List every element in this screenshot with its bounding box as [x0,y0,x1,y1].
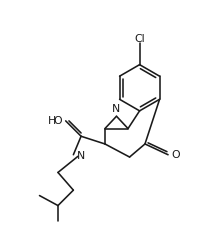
Text: N: N [76,150,84,160]
Text: N: N [112,104,120,114]
Text: O: O [170,150,179,160]
Text: O: O [53,116,62,126]
Text: H: H [47,116,55,126]
Text: Cl: Cl [134,34,144,44]
